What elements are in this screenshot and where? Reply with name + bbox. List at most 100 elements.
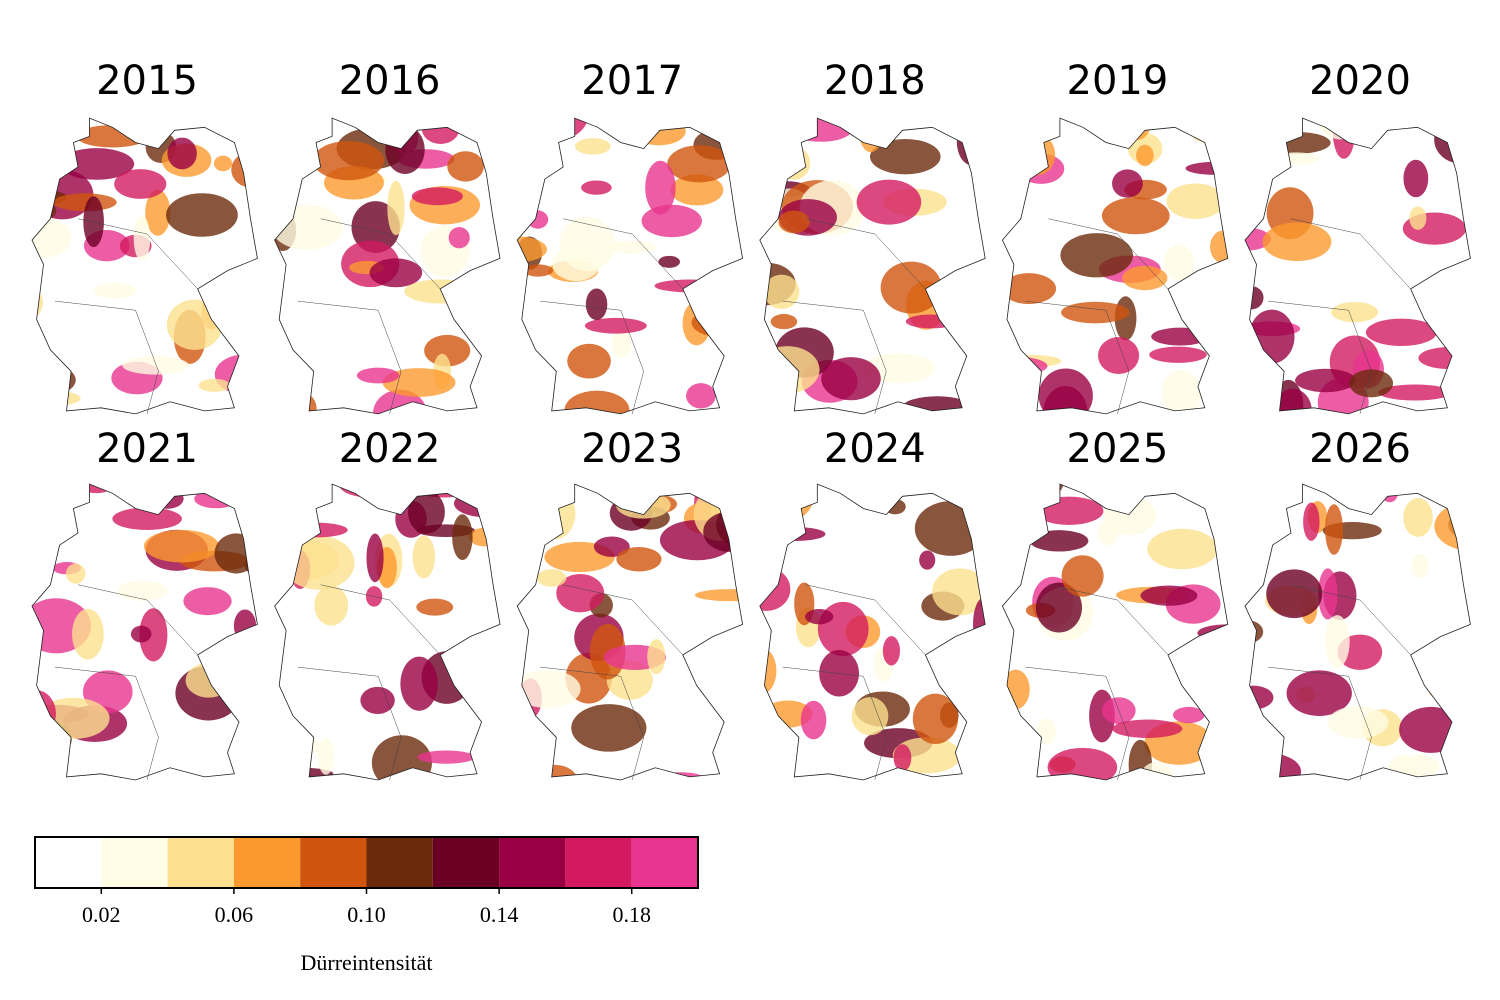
drought-patch (1434, 118, 1471, 164)
drought-patch (1245, 118, 1288, 137)
drought-patch (759, 567, 791, 611)
drought-patch (114, 169, 167, 199)
drought-patch (536, 569, 567, 587)
colorbar-bin (366, 837, 433, 888)
drought-patch (447, 151, 484, 182)
drought-patch (93, 282, 136, 299)
drought-patch (1002, 337, 1015, 370)
drought-patch (800, 700, 827, 740)
drought-patch (805, 608, 834, 625)
drought-patch (416, 484, 471, 498)
drought-patch (647, 639, 666, 675)
drought-patch (32, 510, 68, 549)
colorbar-bin (565, 837, 632, 888)
colorbar-label: Dürreintensität (301, 950, 433, 975)
drought-patch (133, 215, 151, 262)
drought-patch (1262, 131, 1331, 154)
tick-label: 0.06 (215, 902, 254, 927)
drought-patch (1245, 685, 1274, 710)
drought-patch (32, 389, 81, 408)
panel-title: 2019 (1067, 58, 1169, 104)
state-border (805, 218, 926, 290)
drought-patch (1456, 484, 1471, 503)
colorbar-bin (233, 837, 301, 888)
drought-patch (1037, 718, 1057, 745)
drought-patch (893, 744, 912, 772)
state-border (1267, 666, 1372, 781)
tick-label: 0.18 (612, 902, 651, 927)
drought-patch (851, 697, 889, 736)
drought-patch (956, 484, 986, 506)
drought-patch (593, 536, 630, 557)
drought-patch (116, 580, 168, 601)
drought-patch (1139, 761, 1174, 780)
drought-patch (1021, 134, 1056, 175)
state-border (297, 300, 402, 415)
drought-patch (1017, 133, 1045, 163)
drought-patch (1034, 496, 1104, 525)
drought-patch (658, 255, 681, 268)
drought-patch (452, 514, 473, 561)
drought-patch (412, 535, 436, 579)
panel-title: 2018 (824, 58, 926, 104)
drought-patch (1245, 375, 1268, 414)
drought-patch (1147, 528, 1218, 570)
drought-patch (76, 125, 149, 148)
drought-patch (1151, 327, 1209, 346)
drought-patch (759, 484, 814, 524)
drought-patch (1161, 369, 1202, 414)
state-border (320, 584, 441, 656)
drought-patch (932, 568, 986, 616)
drought-patch (453, 489, 500, 518)
drought-patch (356, 367, 400, 384)
drought-patch (1103, 495, 1157, 536)
drought-patch (607, 240, 656, 254)
drought-patch (1002, 669, 1030, 710)
drought-patch (411, 187, 463, 206)
drought-patch (691, 307, 743, 338)
state-border (1290, 218, 1411, 290)
drought-patch (596, 118, 650, 122)
state-border (1267, 300, 1372, 415)
drought-patch (1370, 118, 1440, 126)
drought-patch (1385, 754, 1419, 780)
drought-patch (1185, 161, 1228, 175)
drought-patch (778, 210, 810, 234)
panel-title: 2024 (824, 426, 926, 472)
state-border (1025, 666, 1130, 781)
drought-patch (385, 125, 425, 174)
drought-patch (956, 118, 986, 166)
state-border (563, 218, 683, 290)
country-outline (31, 483, 258, 781)
drought-patch (1210, 230, 1228, 264)
state-border (540, 666, 644, 781)
state-border (782, 300, 887, 415)
country-outline (1001, 483, 1229, 781)
drought-patch (424, 334, 471, 367)
drought-patch (1112, 719, 1183, 738)
drought-patch (1327, 705, 1389, 739)
map (32, 125, 258, 408)
drought-patch (1251, 510, 1280, 545)
drought-patch (821, 357, 881, 401)
drought-patch (214, 533, 258, 574)
drought-patch (1149, 346, 1207, 363)
drought-patch (522, 264, 554, 277)
drought-patch (1166, 183, 1225, 219)
drought-patch (670, 174, 724, 206)
drought-patch (1318, 568, 1338, 620)
drought-patch (1331, 301, 1379, 323)
drought-patch (408, 490, 445, 534)
drought-patch (143, 529, 220, 563)
map (517, 484, 743, 780)
drought-patch (870, 138, 941, 175)
drought-patch (859, 118, 883, 153)
drought-patch (571, 704, 647, 752)
drought-patch (567, 343, 611, 379)
drought-patch (1245, 752, 1302, 780)
drought-patch (1450, 118, 1471, 144)
state-border (1048, 218, 1169, 290)
country-outline (31, 117, 258, 415)
drought-patch (198, 378, 231, 392)
drought-patch (167, 137, 197, 170)
